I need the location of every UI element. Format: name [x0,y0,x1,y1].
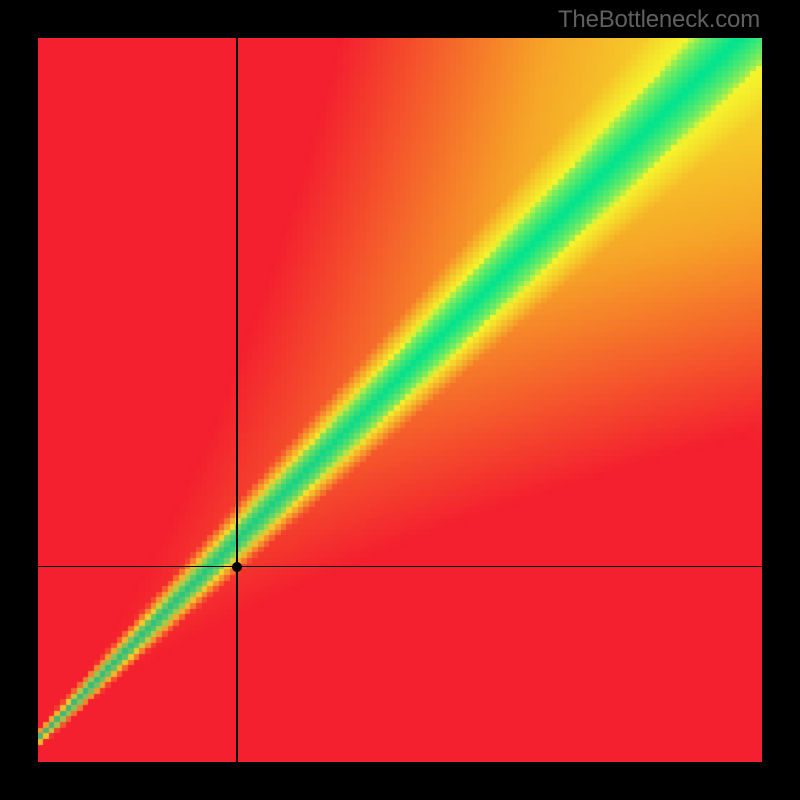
heatmap-canvas [38,38,762,762]
heatmap-chart [38,38,762,762]
watermark-text: TheBottleneck.com [558,6,760,34]
